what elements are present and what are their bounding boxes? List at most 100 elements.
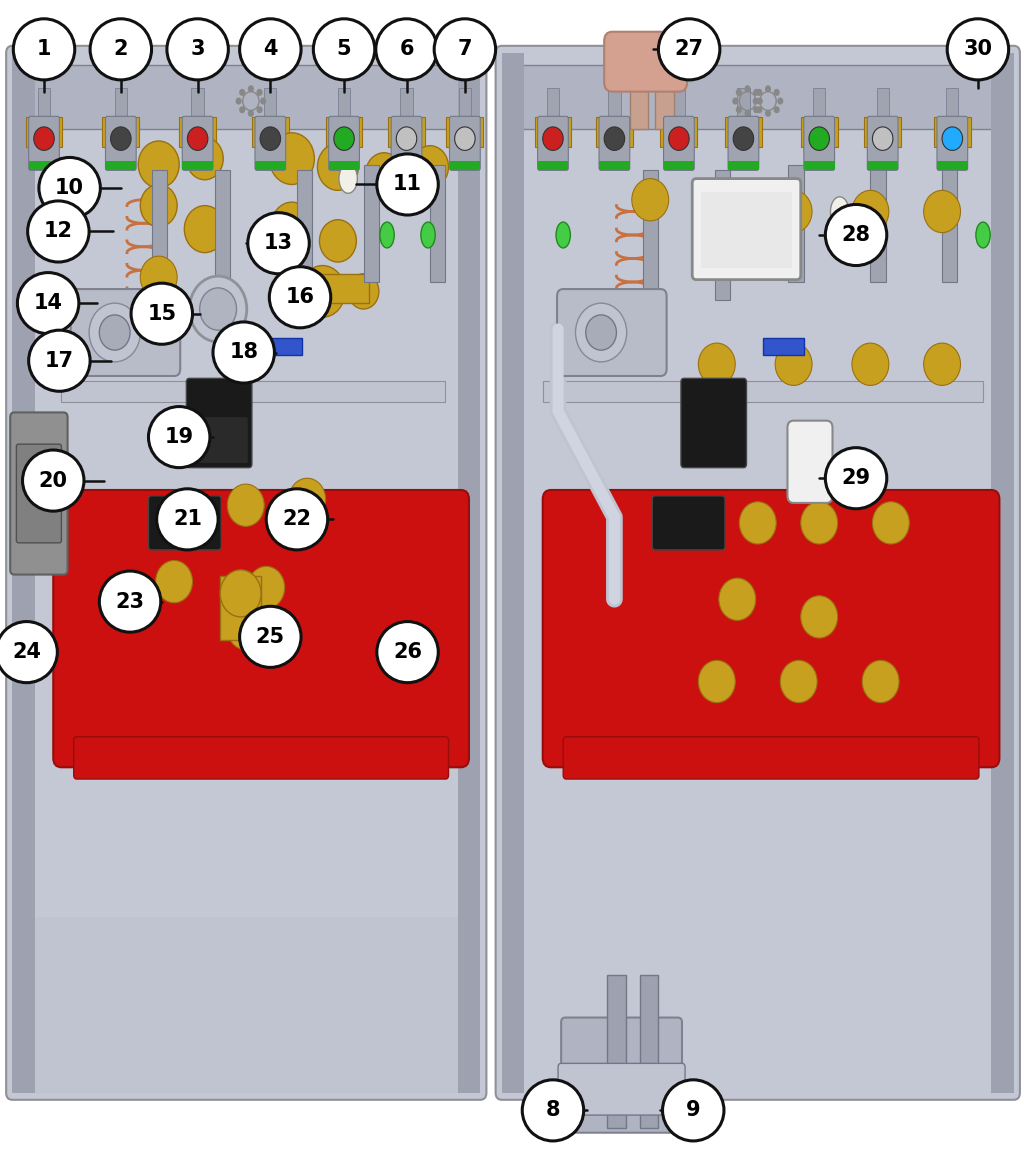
Circle shape: [543, 127, 563, 150]
Circle shape: [412, 146, 449, 188]
Bar: [459, 88, 471, 118]
Circle shape: [753, 106, 759, 113]
Ellipse shape: [240, 19, 301, 80]
FancyBboxPatch shape: [867, 116, 898, 170]
Circle shape: [777, 98, 783, 105]
Ellipse shape: [658, 19, 720, 80]
Bar: [338, 88, 350, 118]
FancyBboxPatch shape: [937, 116, 968, 170]
Bar: [505, 65, 1011, 129]
Ellipse shape: [266, 489, 328, 550]
Circle shape: [924, 343, 961, 385]
Circle shape: [604, 127, 625, 150]
Circle shape: [872, 502, 909, 544]
Circle shape: [348, 274, 379, 309]
Bar: [813, 88, 825, 118]
Circle shape: [220, 570, 261, 617]
Circle shape: [775, 190, 812, 233]
Circle shape: [698, 179, 735, 221]
FancyBboxPatch shape: [74, 737, 449, 779]
FancyBboxPatch shape: [681, 378, 746, 468]
Bar: [640, 975, 658, 1128]
Circle shape: [99, 315, 130, 350]
Ellipse shape: [23, 450, 84, 511]
Text: 15: 15: [147, 303, 176, 324]
Ellipse shape: [830, 196, 849, 227]
Ellipse shape: [90, 19, 152, 80]
Circle shape: [586, 315, 616, 350]
FancyBboxPatch shape: [664, 116, 694, 170]
Bar: [801, 118, 838, 147]
Bar: [215, 170, 230, 300]
Bar: [400, 88, 413, 118]
Circle shape: [289, 478, 326, 521]
Circle shape: [719, 578, 756, 620]
FancyBboxPatch shape: [563, 737, 979, 779]
Bar: [725, 118, 762, 147]
Circle shape: [698, 343, 735, 385]
Circle shape: [34, 127, 54, 150]
Ellipse shape: [0, 622, 57, 683]
FancyBboxPatch shape: [804, 116, 835, 170]
Ellipse shape: [213, 322, 274, 383]
Ellipse shape: [556, 222, 570, 248]
FancyBboxPatch shape: [105, 116, 136, 170]
Text: 26: 26: [393, 642, 422, 663]
Bar: [252, 118, 289, 147]
Bar: [391, 161, 422, 170]
Circle shape: [366, 153, 402, 195]
Circle shape: [227, 607, 264, 650]
Bar: [737, 88, 750, 118]
Circle shape: [775, 343, 812, 385]
FancyBboxPatch shape: [255, 116, 286, 170]
FancyBboxPatch shape: [10, 412, 68, 575]
Circle shape: [186, 137, 223, 180]
Text: 22: 22: [283, 509, 311, 530]
FancyBboxPatch shape: [652, 496, 725, 550]
Bar: [458, 53, 480, 1093]
Bar: [630, 59, 648, 129]
Circle shape: [757, 98, 763, 105]
Bar: [543, 381, 983, 402]
Circle shape: [632, 179, 669, 221]
Ellipse shape: [148, 407, 210, 468]
Ellipse shape: [377, 622, 438, 683]
Ellipse shape: [421, 222, 435, 248]
Bar: [388, 118, 425, 147]
Ellipse shape: [522, 1080, 584, 1141]
FancyBboxPatch shape: [29, 116, 59, 170]
Text: 3: 3: [190, 39, 205, 60]
Bar: [38, 88, 50, 118]
Text: 11: 11: [393, 174, 422, 195]
Circle shape: [140, 184, 177, 227]
FancyBboxPatch shape: [692, 179, 801, 280]
Text: 1: 1: [37, 39, 51, 60]
Circle shape: [872, 127, 893, 150]
FancyBboxPatch shape: [728, 116, 759, 170]
Bar: [35, 916, 458, 1093]
FancyBboxPatch shape: [604, 32, 687, 92]
Bar: [297, 274, 369, 303]
Bar: [29, 161, 59, 170]
Text: 17: 17: [45, 350, 74, 371]
Bar: [596, 118, 633, 147]
Ellipse shape: [380, 222, 394, 248]
Bar: [870, 165, 886, 282]
Bar: [179, 118, 216, 147]
FancyBboxPatch shape: [543, 490, 999, 767]
Bar: [255, 161, 286, 170]
Circle shape: [319, 220, 356, 262]
Circle shape: [455, 127, 475, 150]
Text: 7: 7: [458, 39, 472, 60]
Ellipse shape: [240, 606, 301, 667]
Bar: [115, 88, 127, 118]
Circle shape: [260, 98, 266, 105]
Circle shape: [575, 303, 627, 362]
Circle shape: [809, 127, 829, 150]
Bar: [864, 118, 901, 147]
Bar: [502, 53, 524, 1093]
FancyBboxPatch shape: [599, 116, 630, 170]
Circle shape: [736, 89, 742, 96]
Ellipse shape: [39, 157, 100, 219]
FancyBboxPatch shape: [329, 116, 359, 170]
